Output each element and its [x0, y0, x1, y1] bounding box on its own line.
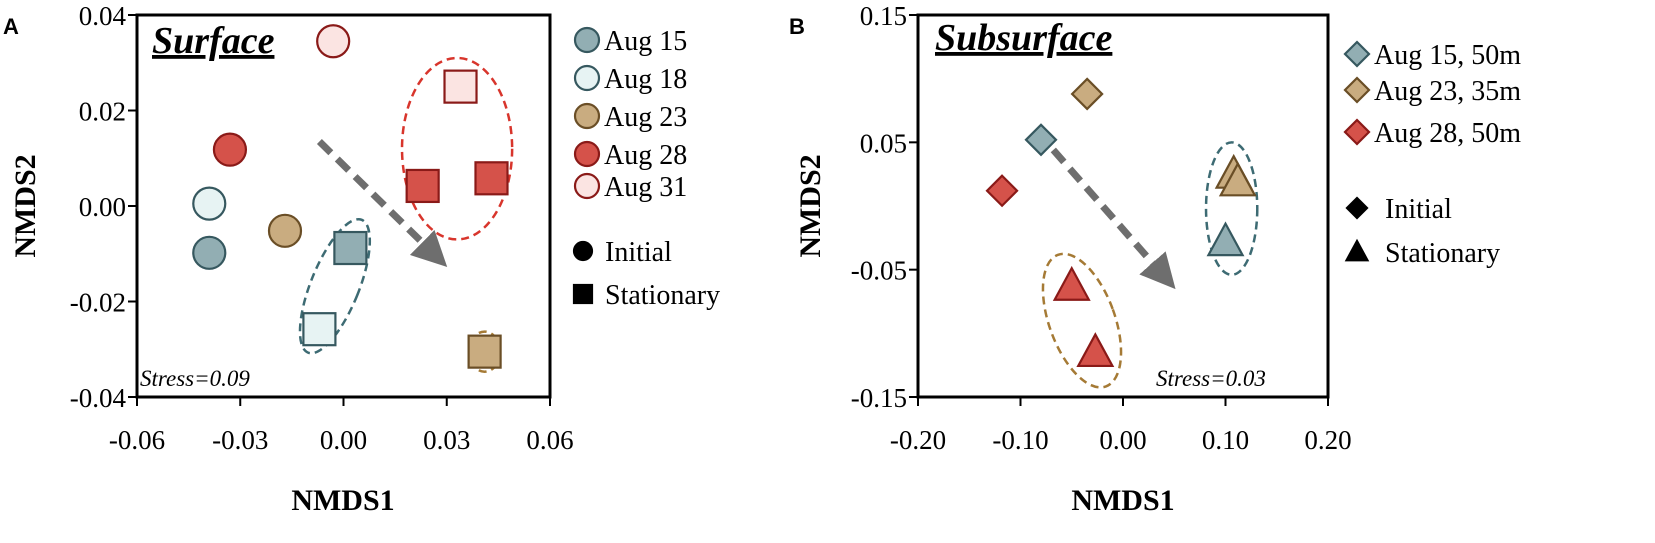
- legend-shape-marker: [1344, 238, 1370, 262]
- legend-label: Aug 18: [604, 64, 687, 95]
- data-point: [316, 24, 351, 59]
- data-point: [267, 213, 303, 248]
- y-tick-label: 0.02: [79, 97, 126, 127]
- trend-arrow: [1050, 147, 1176, 290]
- ticks-group: -0.06 -0.03 0.00 0.03 0.06 0.04 0.02 0.00 -0.02 -…: [70, 1, 574, 455]
- y-tick-label: -0.15: [851, 383, 907, 413]
- legend-marker: [573, 26, 601, 54]
- data-point: [474, 161, 509, 196]
- data-point: [467, 334, 502, 369]
- legend-shape-label: Stationary: [1385, 238, 1500, 269]
- legend-label: Aug 31: [604, 172, 687, 203]
- data-point: [333, 230, 368, 266]
- legend-shape-marker: [572, 283, 594, 305]
- data-point: [192, 186, 227, 221]
- legend: Aug 15, 50m Aug 23, 35m Aug 28, 50m Initial…: [1343, 40, 1521, 269]
- legend-marker: [1343, 76, 1371, 104]
- ticks-group: -0.20 -0.10 0.00 0.10 0.20 0.15 0.05 -0.05 -0.15: [851, 1, 1352, 455]
- x-axis-label: NMDS1: [1071, 484, 1174, 517]
- legend-label: Aug 15: [604, 26, 687, 57]
- x-tick-label: 0.06: [526, 425, 573, 455]
- y-tick-label: -0.05: [851, 256, 907, 286]
- data-point: [302, 312, 337, 347]
- panel-subsurface: B Subsurface Stress=0.03 NMDS1 NMDS2 -0.…: [789, 1, 1521, 517]
- legend-marker: [573, 102, 601, 130]
- y-axis-label: NMDS2: [9, 154, 42, 257]
- group-ellipse: [1204, 141, 1259, 277]
- y-tick-label: 0.00: [79, 192, 126, 222]
- panel-title: Subsurface: [935, 17, 1112, 59]
- x-tick-label: 0.00: [1099, 425, 1146, 455]
- legend-marker: [573, 172, 601, 200]
- legend-marker: [573, 64, 601, 92]
- group-ellipse: [298, 217, 372, 355]
- data-point: [1076, 332, 1115, 368]
- data-point: [405, 168, 440, 204]
- legend-label: Aug 28, 50m: [1374, 118, 1521, 149]
- x-tick-label: -0.03: [212, 425, 268, 455]
- legend-shape-marker: [1345, 196, 1369, 220]
- x-tick-label: 0.20: [1304, 425, 1351, 455]
- data-point: [1024, 123, 1058, 157]
- panel-letter: B: [789, 14, 805, 39]
- y-tick-label: 0.04: [79, 1, 127, 31]
- legend-label: Aug 23: [604, 102, 687, 133]
- legend-shape-label: Initial: [1385, 194, 1452, 225]
- ellipse-group: [1041, 141, 1259, 389]
- legend-label: Aug 15, 50m: [1374, 40, 1521, 71]
- legend-label: Aug 23, 35m: [1374, 76, 1521, 107]
- panel-surface: A Surface Stress=0.09 NMDS1 NMDS2 -0.06-…: [3, 1, 720, 517]
- y-axis-label: NMDS2: [794, 154, 827, 257]
- points-group: [985, 77, 1257, 368]
- legend-shape-label: Initial: [605, 237, 672, 268]
- trend-arrow-group: [1050, 147, 1176, 290]
- trend-arrow: [316, 139, 448, 267]
- x-tick-label: 0.00: [320, 425, 367, 455]
- panel-letter: A: [3, 14, 19, 39]
- legend-marker: [1343, 118, 1371, 146]
- x-axis-label: NMDS1: [291, 484, 394, 517]
- data-point: [1206, 221, 1245, 257]
- y-tick-label: -0.02: [70, 288, 126, 318]
- plot-area: [916, 13, 1330, 399]
- legend-shape-label: Stationary: [605, 280, 720, 311]
- legend-marker: [1343, 40, 1371, 68]
- data-point: [443, 69, 478, 104]
- legend-shape-marker: [572, 240, 594, 262]
- data-point: [985, 174, 1019, 208]
- y-tick-label: -0.04: [70, 383, 127, 413]
- y-tick-label: 0.15: [860, 1, 907, 31]
- data-point: [1218, 161, 1257, 197]
- points-group: [192, 24, 509, 369]
- stress-label: Stress=0.03: [1156, 366, 1266, 391]
- x-tick-label: 0.03: [423, 425, 470, 455]
- y-tick-label: 0.05: [860, 128, 907, 158]
- data-point: [1070, 77, 1104, 111]
- trend-arrow-group: [316, 139, 448, 267]
- group-ellipse: [400, 56, 514, 241]
- stress-label: Stress=0.09: [140, 366, 250, 391]
- data-point: [212, 132, 248, 167]
- legend-label: Aug 28: [604, 140, 687, 171]
- x-tick-label: -0.20: [890, 425, 946, 455]
- data-point: [1052, 265, 1091, 301]
- legend-marker: [573, 140, 601, 168]
- data-point: [192, 235, 227, 270]
- panel-title: Surface: [152, 20, 275, 62]
- x-tick-label: 0.10: [1202, 425, 1249, 455]
- x-tick-label: -0.10: [992, 425, 1048, 455]
- x-tick-label: -0.06: [109, 425, 165, 455]
- group-ellipse: [1041, 252, 1123, 389]
